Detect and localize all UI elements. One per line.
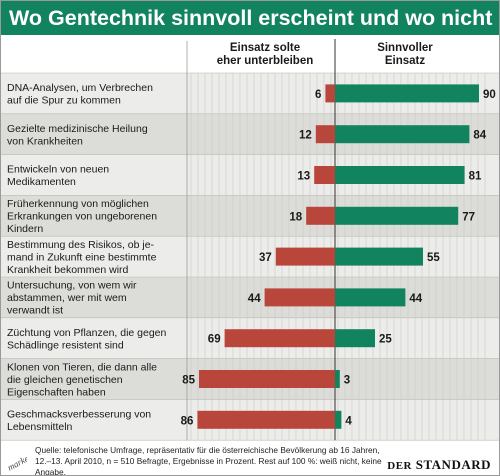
right-header-line: Sinnvoller <box>377 42 433 54</box>
header-band <box>1 35 499 73</box>
value-label-negative: 6 <box>315 89 321 101</box>
chart-title: Wo Gentechnik sinnvoll erscheint und wo … <box>9 6 493 30</box>
bar-positive <box>335 410 342 429</box>
title-bar: Wo Gentechnik sinnvoll erscheint und wo … <box>1 1 499 35</box>
bar-negative <box>315 125 335 144</box>
value-label-positive: 90 <box>483 89 496 101</box>
category-label: von Krankheiten <box>7 135 83 147</box>
row-background <box>1 277 499 318</box>
bar-positive <box>335 247 423 266</box>
value-label-negative: 37 <box>259 252 272 264</box>
category-label: Untersuchung, von wem wir <box>7 280 137 292</box>
left-header-line: eher unterbleiben <box>217 55 314 67</box>
category-label: Kindern <box>7 223 43 235</box>
category-label: Geschmacksverbesserung von <box>7 408 151 420</box>
market-logo-text: market <box>6 452 27 471</box>
market-logo: market <box>6 452 27 471</box>
bar-positive <box>335 84 479 103</box>
value-label-negative: 86 <box>181 415 194 427</box>
category-label: Medikamenten <box>7 176 76 188</box>
category-label: Früherkennung von möglichen <box>7 198 149 210</box>
value-label-positive: 25 <box>379 334 392 346</box>
value-label-positive: 55 <box>427 252 440 264</box>
bar-negative <box>264 288 335 307</box>
value-label-positive: 77 <box>462 211 475 223</box>
category-label: Krankheit bekommen wird <box>7 264 129 276</box>
category-label: Gezielte medizinische Heilung <box>7 123 148 135</box>
category-label: Lebensmitteln <box>7 421 73 433</box>
value-label-negative: 18 <box>289 211 302 223</box>
bar-positive <box>335 166 465 184</box>
bar-positive <box>335 206 459 225</box>
bar-negative <box>199 370 335 388</box>
bar-positive <box>335 370 340 388</box>
value-label-negative: 69 <box>208 334 221 346</box>
category-label: Schädlinge resistent sind <box>7 339 124 351</box>
category-label: Züchtung von Pflanzen, die gegen <box>7 327 167 339</box>
value-label-negative: 12 <box>299 130 312 142</box>
value-label-positive: 44 <box>409 293 422 305</box>
category-label: abstammen, wer mit wem <box>7 292 127 304</box>
category-label: mand in Zukunft eine bestimmte <box>7 251 157 263</box>
bar-negative <box>224 329 335 348</box>
right-header-line: Einsatz <box>385 55 426 67</box>
category-label: Klonen von Tieren, die dann alle <box>7 361 157 373</box>
value-label-negative: 85 <box>182 375 195 387</box>
value-label-negative: 44 <box>248 293 261 305</box>
der-standard-logo: DER STANDARD <box>387 457 491 473</box>
category-label: verwandt ist <box>7 305 63 317</box>
bar-negative <box>275 247 335 266</box>
bar-positive <box>335 329 375 348</box>
bar-negative <box>314 166 335 184</box>
brand-name: STANDARD <box>415 457 491 472</box>
category-label: auf die Spur zu kommen <box>7 94 121 106</box>
value-label-positive: 81 <box>469 171 482 183</box>
category-label: Entwickeln von neuen <box>7 164 109 176</box>
value-label-positive: 84 <box>473 130 486 142</box>
bar-positive <box>335 288 406 307</box>
source-note: Quelle: telefonische Umfrage, repräsenta… <box>35 445 382 476</box>
category-label: Erkrankungen von ungeborenen <box>7 211 157 223</box>
bar-negative <box>306 206 335 225</box>
bar-negative <box>325 84 335 103</box>
value-label-negative: 13 <box>297 171 310 183</box>
bar-positive <box>335 125 470 144</box>
category-label: Eigenschaften haben <box>7 386 106 398</box>
brand-prefix: DER <box>387 460 412 472</box>
value-label-positive: 4 <box>345 415 352 427</box>
bar-negative <box>197 410 335 429</box>
category-label: Bestimmung des Risikos, ob je- <box>7 239 155 251</box>
category-label: die gleichen genetischen <box>7 374 123 386</box>
category-label: DNA-Analysen, um Verbrechen <box>7 82 153 94</box>
value-label-positive: 3 <box>344 375 350 387</box>
left-header-line: Einsatz solte <box>230 42 300 54</box>
